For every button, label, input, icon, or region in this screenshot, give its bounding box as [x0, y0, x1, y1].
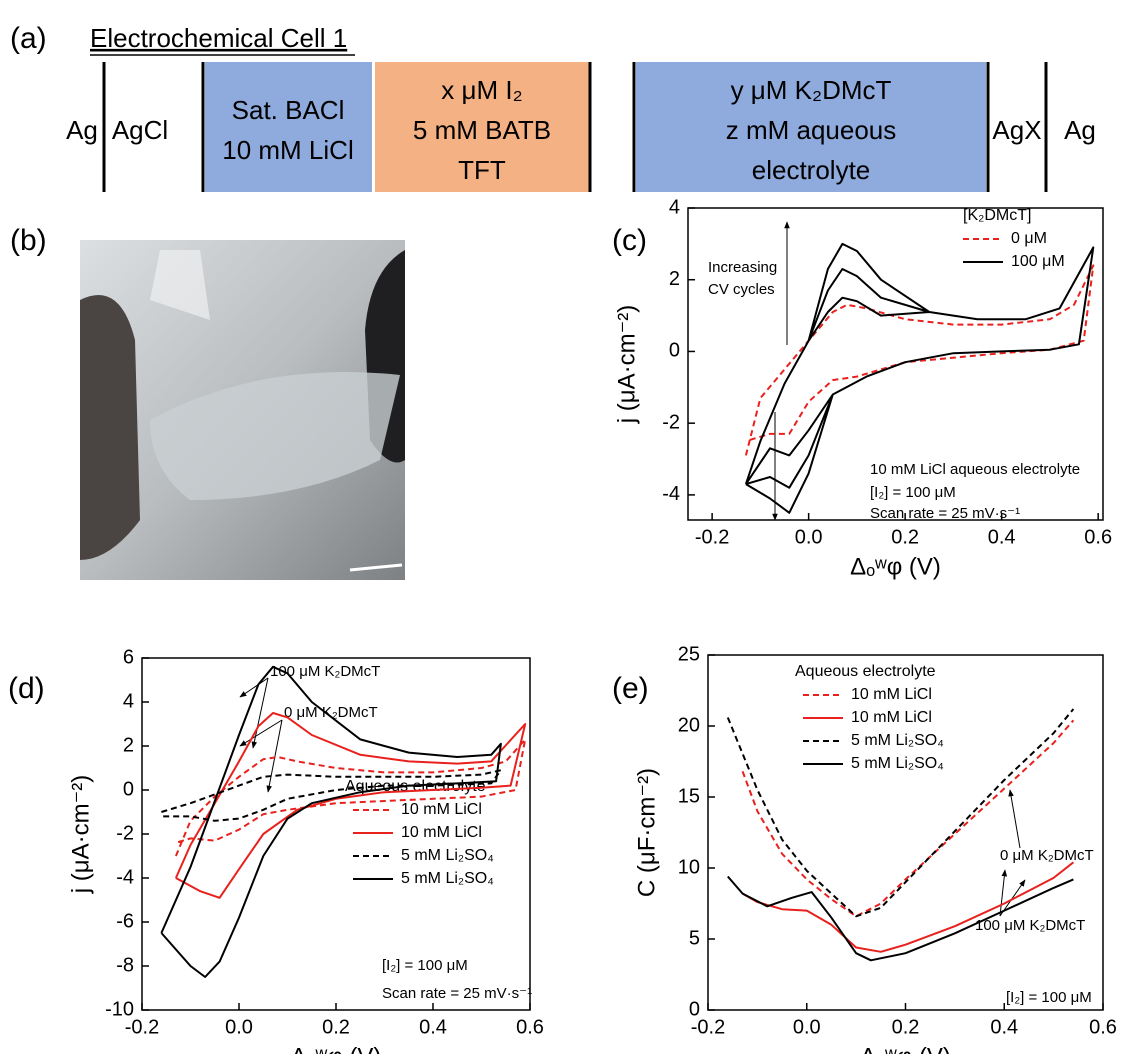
annotation: Increasing: [708, 259, 777, 276]
x-tick-label: 0.6: [516, 1016, 544, 1038]
annotation: 0 μM K₂DMcT: [284, 704, 378, 721]
y-tick-label: -6: [116, 910, 134, 932]
y-tick-label: 2: [669, 268, 680, 290]
cell-text: Ag: [66, 115, 98, 145]
legend-title: Aqueous electrolyte: [795, 663, 936, 680]
y-tick-label: 10: [678, 856, 700, 878]
y-axis-label: j (μA·cm⁻²): [613, 305, 640, 424]
legend-label: 5 mM Li₂SO₄: [851, 732, 944, 749]
y-tick-label: -2: [662, 411, 680, 433]
photo: [80, 240, 405, 580]
panel-label: (b): [10, 224, 47, 257]
legend-label: 100 μM: [1011, 253, 1065, 270]
x-tick-label: 0.4: [990, 1016, 1018, 1038]
x-axis-label: Δₒʷφ (V): [291, 1043, 382, 1054]
figure: (a) Electrochemical Cell 1 Ag AgCl Sat. …: [0, 0, 1123, 1054]
x-axis-label: Δₒʷφ (V): [850, 553, 941, 580]
legend-label: 10 mM LiCl: [401, 824, 482, 841]
cell-text: Ag: [1064, 115, 1096, 145]
y-tick-label: 2: [123, 734, 134, 756]
x-tick-label: 0.4: [419, 1016, 447, 1038]
x-tick-label: 0.2: [322, 1016, 350, 1038]
annotation: 100 μM K₂DMcT: [270, 663, 380, 680]
legend-label: 5 mM Li₂SO₄: [851, 755, 944, 772]
x-tick-label: -0.2: [695, 526, 729, 548]
y-tick-label: -4: [116, 866, 134, 888]
y-tick-label: -10: [105, 998, 134, 1020]
annotation: [I₂] = 100 μM: [382, 957, 468, 974]
y-tick-label: 6: [123, 646, 134, 668]
annotation: Scan rate = 25 mV·s⁻¹: [870, 505, 1020, 522]
legend-label: 10 mM LiCl: [851, 686, 932, 703]
annotation: 10 mM LiCl aqueous electrolyte: [870, 461, 1080, 478]
x-tick-label: 0.6: [1084, 526, 1112, 548]
y-tick-label: 25: [678, 643, 700, 665]
y-tick-label: 4: [123, 690, 134, 712]
y-tick-label: -2: [116, 822, 134, 844]
cell-text: electrolyte: [752, 155, 871, 185]
x-tick-label: 0.2: [892, 1016, 920, 1038]
panel-label: (c): [612, 224, 647, 257]
x-tick-label: 0.0: [225, 1016, 253, 1038]
legend-title: [K₂DMcT]: [963, 207, 1031, 224]
annotation: 0 μM K₂DMcT: [1000, 847, 1094, 864]
y-tick-label: 0: [669, 340, 680, 362]
y-tick-label: 15: [678, 785, 700, 807]
annotation: [I₂] = 100 μM: [870, 484, 956, 501]
legend-title: Aqueous electrolyte: [345, 778, 486, 795]
y-tick-label: 20: [678, 714, 700, 736]
legend-label: 5 mM Li₂SO₄: [401, 847, 494, 864]
panel-label: (d): [8, 672, 45, 705]
cell-title: Electrochemical Cell 1: [90, 23, 347, 53]
panel-label: (a): [10, 22, 47, 55]
x-tick-label: 0.6: [1089, 1016, 1117, 1038]
annotation: Scan rate = 25 mV·s⁻¹: [382, 985, 532, 1002]
annotation: 100 μM K₂DMcT: [975, 917, 1085, 934]
cell-text: 5 mM BATB: [413, 115, 551, 145]
y-tick-label: -8: [116, 954, 134, 976]
page: (a) Electrochemical Cell 1 Ag AgCl Sat. …: [0, 0, 1123, 1054]
cell-text: AgX: [992, 115, 1041, 145]
x-axis-label: Δₒʷφ (V): [860, 1043, 951, 1054]
data-line: [743, 720, 1074, 916]
legend-label: 0 μM: [1011, 230, 1047, 247]
cell-text: TFT: [458, 155, 506, 185]
legend-label: 10 mM LiCl: [401, 801, 482, 818]
data-line: [743, 862, 1074, 952]
x-tick-label: 0.0: [795, 526, 823, 548]
panel-label: (e): [612, 672, 649, 705]
cell-text: x μM I₂: [441, 75, 522, 105]
annotation: CV cycles: [708, 281, 775, 298]
x-tick-label: 0.0: [793, 1016, 821, 1038]
y-tick-label: 0: [689, 998, 700, 1020]
y-tick-label: 0: [123, 778, 134, 800]
x-tick-label: 0.4: [988, 526, 1016, 548]
cell-text: 10 mM LiCl: [222, 135, 353, 165]
cell-text: y μM K₂DMcT: [731, 75, 892, 105]
cell-text: AgCl: [112, 115, 168, 145]
y-axis-label: j (μA·cm⁻²): [67, 775, 94, 894]
cell-text: z mM aqueous: [726, 115, 897, 145]
legend-label: 5 mM Li₂SO₄: [401, 870, 494, 887]
annotation: [I₂] = 100 μM: [1006, 989, 1092, 1006]
cell-text: Sat. BACl: [232, 95, 345, 125]
x-tick-label: 0.2: [891, 526, 919, 548]
y-tick-label: 5: [689, 927, 700, 949]
y-tick-label: -4: [662, 483, 680, 505]
y-axis-label: C (μF·cm⁻²): [633, 768, 660, 897]
legend-label: 10 mM LiCl: [851, 709, 932, 726]
phase-box: [205, 62, 372, 192]
y-tick-label: 4: [669, 196, 680, 218]
